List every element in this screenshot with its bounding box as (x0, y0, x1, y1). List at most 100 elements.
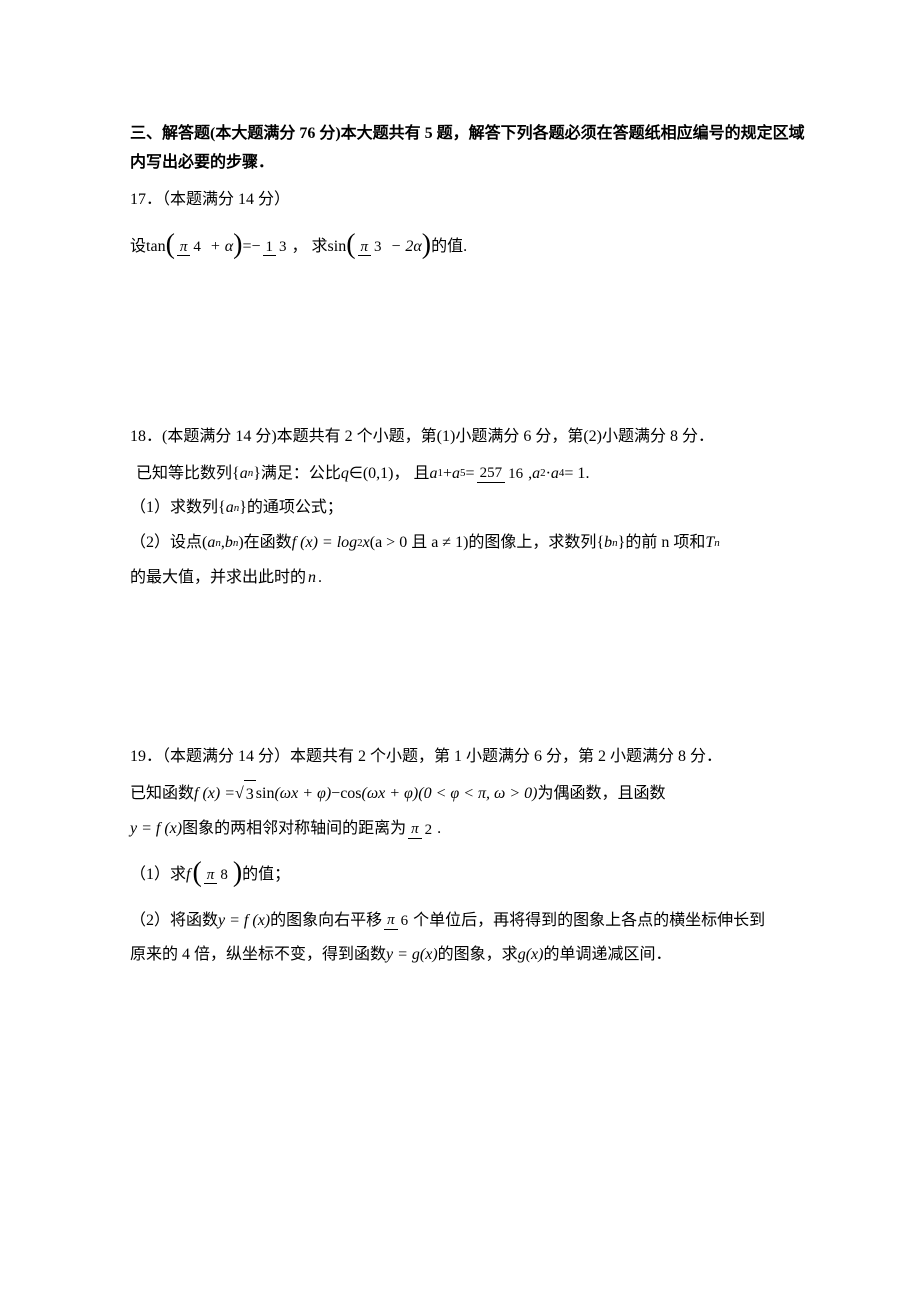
p19-part2-prefix: （2）将函数 (130, 907, 218, 936)
q: q (341, 460, 349, 489)
lparen-icon: ( (192, 848, 201, 898)
gx: g(x) (518, 941, 544, 970)
problem-17: 17．（本题满分 14 分） 设 tan ( π 4 + α ) = − 1 3… (130, 186, 810, 273)
a4: a (551, 460, 559, 489)
eq: = (466, 460, 475, 489)
p19-part2-line2-suffix: 的单调递减区间． (543, 941, 671, 970)
eq1: = 1 (564, 460, 585, 489)
p19-part2-line2: 原来的 4 倍，纵坐标不变，得到函数 y = g(x) 的图象，求 g(x) 的… (130, 941, 810, 970)
problem-19: 19．（本题满分 14 分）本题共有 2 个小题，第 1 小题满分 6 分，第 … (130, 743, 810, 970)
frac-pi6: π 6 (384, 912, 411, 930)
p18-intro-mid: 满足：公比 (261, 460, 341, 489)
p18-header-text: 18．(本题满分 14 分)本题共有 2 个小题，第(1)小题满分 6 分，第(… (130, 428, 714, 445)
frac-den: 4 (190, 239, 204, 256)
p18-part2-mid3: 的前 n 项和 (625, 529, 705, 558)
Tn-sub: n (714, 534, 720, 554)
p19-intro-suffix: 为偶函数，且函数 (537, 780, 665, 809)
rparen-icon: ) (233, 220, 242, 270)
sqrt-icon: √ (235, 780, 244, 809)
p17-prefix: 设 (130, 233, 146, 262)
p19-intro-line1: 已知函数 f (x) = √3 sin (ωx + φ) − cos (ωx +… (130, 780, 810, 810)
p19-intro-line2: y = f (x) 图象的两相邻对称轴间的距离为 π 2 . (130, 815, 810, 844)
problem-17-header: 17．（本题满分 14 分） (130, 186, 810, 215)
p17-suffix: 的值. (431, 233, 467, 262)
frac-num: 1 (263, 239, 277, 257)
lparen-icon: ( (166, 220, 175, 270)
in-icon: ∈ (349, 460, 363, 489)
yfx: y = f (x) (130, 815, 182, 844)
log-arg: x (363, 529, 370, 558)
p17-neg: − (251, 233, 260, 262)
rparen-icon: ) (233, 848, 242, 898)
frac-num: π (384, 912, 398, 930)
p17-frac-13: 1 3 (263, 239, 290, 257)
rparen-icon: ) (422, 220, 431, 270)
p19-part2-line2-prefix: 原来的 4 倍，纵坐标不变，得到函数 (130, 941, 386, 970)
point-b: b (225, 529, 233, 558)
frac-den: 2 (422, 822, 436, 839)
p17-frac-pi4: π 4 (177, 239, 204, 257)
p17-frac-pi3: π 3 (358, 239, 385, 257)
frac-pi8: π 8 (204, 867, 231, 885)
frac-den: 3 (276, 239, 290, 256)
frac-num: π (177, 239, 191, 257)
a1: a (430, 460, 438, 489)
p18-part1-prefix: （1）求数列 (130, 494, 218, 523)
a2: a (532, 460, 540, 489)
p18-part2-line2-text: 的最大值，并求出此时的 (130, 564, 306, 593)
frac-num: π (358, 239, 372, 257)
frac-num: π (204, 867, 218, 885)
arg1: (ωx + φ) (274, 780, 331, 809)
p19-part1: （1）求 f ( π 8 ) 的值； (130, 850, 810, 900)
frac-pi2: π 2 (408, 821, 435, 839)
lbrace-icon: { (232, 460, 240, 489)
problem-19-header: 19．（本题满分 14 分）本题共有 2 个小题，第 1 小题满分 6 分，第 … (130, 743, 810, 772)
yfx: y = f (x) (218, 907, 270, 936)
p19-part1-suffix: 的值； (242, 861, 290, 890)
p18-part2-mid1: 在函数 (244, 529, 292, 558)
arg2: (ωx + φ) (362, 780, 419, 809)
p19-part1-prefix: （1）求 (130, 861, 186, 890)
frac-den: 8 (217, 867, 231, 884)
seq-var: a (226, 494, 234, 523)
frac-num: π (408, 821, 422, 839)
seq-var: a (240, 460, 248, 489)
p19-part2-mid2: 个单位后，再将得到的图象上各点的横坐标伸长到 (413, 907, 765, 936)
p18-intro-prefix: 已知等比数列 (136, 460, 232, 489)
f-label: f (186, 861, 190, 890)
p18-part2-line2: 的最大值，并求出此时的 n . (130, 564, 810, 593)
and: ， 且 (394, 460, 430, 489)
p17-minus-2a: − 2α (391, 233, 422, 262)
p18-part2-end: . (318, 564, 322, 593)
lbrace-icon: { (218, 494, 226, 523)
p17-body: 设 tan ( π 4 + α ) = − 1 3 ， 求 sin ( π 3 … (130, 222, 810, 272)
p19-part2-mid1: 的图象向右平移 (270, 907, 382, 936)
minus: − (331, 780, 340, 809)
fx: f (x) = log (292, 529, 357, 558)
period: . (585, 460, 589, 489)
rbrace-icon: } (253, 460, 261, 489)
plus: + (443, 460, 452, 489)
p19-intro-prefix: 已知函数 (130, 780, 194, 809)
p18-intro: 已知等比数列 { an } 满足：公比 q ∈ (0,1) ， 且 a1 + a… (130, 460, 810, 489)
p19-line2-end: . (437, 815, 441, 844)
lparen-icon: ( (346, 220, 355, 270)
p18-part1-suffix: 的通项公式； (247, 494, 343, 523)
problem-18: 18．(本题满分 14 分)本题共有 2 个小题，第(1)小题满分 6 分，第(… (130, 423, 810, 593)
frac-num: 257 (477, 465, 506, 483)
p18-part1: （1）求数列 { an } 的通项公式； (130, 494, 810, 523)
interval: (0,1) (363, 460, 394, 489)
cos: cos (340, 780, 361, 809)
p17-sin: sin (328, 233, 347, 262)
frac-257-16: 257 16 (477, 465, 527, 483)
problem-18-header: 18．(本题满分 14 分)本题共有 2 个小题，第(1)小题满分 6 分，第(… (130, 423, 810, 452)
sin: sin (256, 780, 275, 809)
a5: a (452, 460, 460, 489)
p18-part2-mid2: 的图像上，求数列 (468, 529, 596, 558)
p19-line2-mid: 图象的两相邻对称轴间的距离为 (182, 815, 406, 844)
p17-mid: ， 求 (292, 233, 328, 262)
p17-tan: tan (146, 233, 166, 262)
point-a: a (207, 529, 215, 558)
p17-eq: = (242, 233, 251, 262)
section-header-text: 三、解答题(本大题满分 76 分)本大题共有 5 题，解答下列各题必须在答题纸相… (130, 125, 805, 171)
